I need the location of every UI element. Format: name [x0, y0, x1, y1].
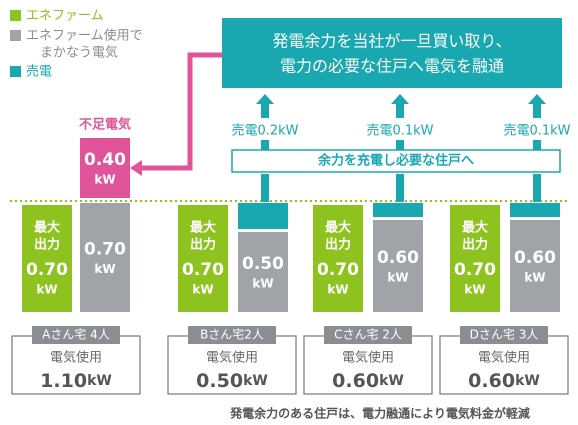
generation-text: 最大	[34, 220, 60, 236]
house-box	[303, 335, 433, 395]
legend-swatch	[10, 30, 21, 41]
usage-unit: kW	[243, 373, 268, 389]
generation-text: kW	[327, 283, 348, 297]
callout-text: 発電余力を当社が一旦買い取り、	[272, 32, 511, 51]
storage-text: 余力を充電し必要な住戸へ	[317, 153, 474, 169]
usage-bar-value: 0.50	[242, 254, 284, 274]
shortage-unit: kW	[94, 173, 115, 187]
surplus-bar	[373, 203, 423, 217]
generation-bar	[313, 205, 363, 312]
generation-text: 出力	[190, 237, 216, 253]
surplus-bar	[510, 203, 560, 217]
usage-value: 1.10	[40, 370, 87, 392]
legend-swatch	[10, 10, 21, 21]
usage-bar-value: 0.60	[377, 248, 419, 268]
usage-bar-value: 0.60	[514, 248, 556, 268]
shortage-value: 0.40	[84, 150, 126, 170]
arrow-shaft	[261, 174, 269, 202]
surplus-bar	[238, 203, 288, 229]
footer: 発電余力のある住戸は、電力融通により電気料金が軽減	[229, 406, 530, 421]
shortage-arrow	[140, 52, 222, 171]
usage-label: 電気使用	[206, 350, 258, 366]
usage-total: 1.10kW	[40, 370, 112, 392]
sales-label: 売電0.1kW	[503, 123, 570, 139]
generation-text: 出力	[325, 237, 351, 253]
usage-bar	[373, 220, 423, 312]
usage-bar-value: 0.70	[84, 240, 126, 260]
generation-text: 0.70	[454, 260, 496, 280]
house-name: Dさん宅 3人	[470, 327, 539, 342]
house-box	[439, 335, 569, 395]
usage-value: 0.50	[196, 370, 243, 392]
arrowhead	[528, 94, 546, 104]
arrowhead	[256, 94, 274, 104]
generation-text: 出力	[34, 237, 60, 253]
generation-text: 最大	[325, 220, 351, 236]
house-tag	[32, 326, 120, 344]
usage-bar-unit: kW	[252, 277, 273, 291]
arrow-shaft	[396, 174, 404, 202]
sales-label: 売電0.1kW	[366, 123, 433, 139]
usage-bar-unit: kW	[94, 262, 115, 276]
house-box	[167, 335, 297, 395]
generation-text: kW	[36, 283, 57, 297]
legend-label: エネファーム使用で	[26, 28, 143, 44]
shortage-label: 不足電気	[79, 117, 131, 133]
usage-label: 電気使用	[50, 350, 102, 366]
house-tag	[460, 326, 548, 344]
usage-label: 電気使用	[342, 350, 394, 366]
usage-bar	[510, 220, 560, 312]
arrow-shaft	[396, 140, 404, 150]
house-name: Aさん宅 4人	[42, 327, 110, 342]
legend-label: エネファーム	[26, 9, 104, 24]
usage-total: 0.60kW	[332, 370, 404, 392]
usage-bar	[238, 232, 288, 312]
usage-total: 0.60kW	[468, 370, 540, 392]
sales-label: 売電0.2kW	[231, 123, 298, 139]
usage-bar-unit: kW	[524, 271, 545, 285]
usage-bar	[80, 203, 130, 312]
generation-text: 最大	[462, 220, 488, 236]
generation-bar	[178, 205, 228, 312]
arrowhead	[391, 94, 409, 104]
arrow-shaft	[396, 104, 404, 118]
house-tag	[324, 326, 412, 344]
usage-value: 0.60	[332, 370, 379, 392]
arrowhead	[130, 160, 142, 176]
usage-unit: kW	[515, 373, 540, 389]
usage-unit: kW	[379, 373, 404, 389]
callout-text: 電力の必要な住戸へ電気を融通	[280, 57, 504, 76]
house-tag	[188, 326, 276, 344]
usage-value: 0.60	[468, 370, 515, 392]
usage-total: 0.50kW	[196, 370, 268, 392]
arrow-shaft	[261, 104, 269, 118]
generation-text: 0.70	[182, 260, 224, 280]
arrow-shaft	[533, 104, 541, 118]
generation-text: 0.70	[317, 260, 359, 280]
generation-bar	[22, 205, 72, 312]
arrow-shaft	[533, 174, 541, 202]
usage-label: 電気使用	[478, 350, 530, 366]
arrow-shaft	[261, 140, 269, 150]
generation-text: kW	[464, 283, 485, 297]
generation-bar	[450, 205, 500, 312]
usage-bar-unit: kW	[387, 271, 408, 285]
arrow-shaft	[533, 140, 541, 150]
house-name: Cさん宅 2人	[334, 327, 402, 342]
legend-label: まかなう電気	[40, 45, 118, 61]
callout-box	[222, 18, 562, 88]
generation-text: 最大	[190, 220, 216, 236]
legend-label: 売電	[26, 64, 52, 80]
generation-text: 出力	[462, 237, 488, 253]
house-name: Bさん宅2人	[200, 327, 264, 342]
usage-unit: kW	[87, 373, 112, 389]
generation-text: kW	[192, 283, 213, 297]
legend-swatch	[10, 66, 21, 77]
house-box	[11, 335, 141, 395]
generation-text: 0.70	[26, 260, 68, 280]
shortage-box	[80, 138, 130, 198]
